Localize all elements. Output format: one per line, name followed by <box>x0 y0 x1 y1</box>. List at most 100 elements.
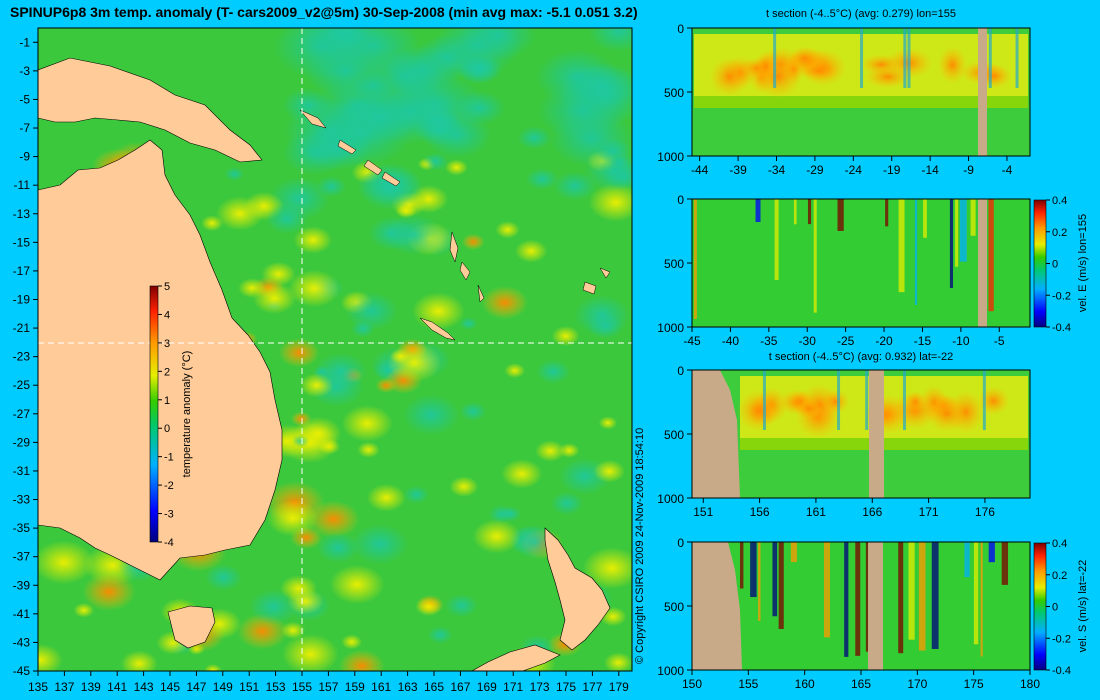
velocity-stripe <box>758 542 761 621</box>
t-section-lon155-panel: -44 -39 -34 -29 -24 -19 -14 -9 -4 0 500 1000 <box>657 22 1031 177</box>
velocity-stripe <box>970 199 976 236</box>
map-y-tick-label: -29 <box>13 435 31 449</box>
p-x-tick-label: -34 <box>768 163 786 177</box>
p-x-tick-label: -19 <box>883 163 901 177</box>
map-y-tick-label: -25 <box>13 378 31 392</box>
p-y-tick-label: 1000 <box>657 150 684 164</box>
anomaly-blob <box>582 547 632 590</box>
new-caledonia-land <box>419 317 456 341</box>
map-cb-tick-label: 3 <box>164 338 170 350</box>
anomaly-blob <box>525 168 559 190</box>
anomaly-blob <box>280 621 306 640</box>
p-x-tick-label: -40 <box>722 334 740 348</box>
map-y-tick-label: -13 <box>13 207 31 221</box>
velocity-stripe <box>898 199 905 293</box>
anomaly-blob <box>38 644 63 671</box>
map-cb-tick-label: 4 <box>164 309 170 321</box>
map-y-tick-label: -9 <box>19 150 30 164</box>
p-x-tick-label: 171 <box>919 505 939 519</box>
velocity-stripe <box>918 542 926 651</box>
p-y-tick-label: 500 <box>664 257 684 271</box>
map-x-tick-label: 167 <box>450 680 470 694</box>
copyright-text: © Copyright CSIRO 2009 24-Nov-2009 18:54… <box>634 428 646 664</box>
anomaly-blob <box>458 56 500 84</box>
p4-y-ticks: 0 500 1000 <box>657 536 692 678</box>
map-x-tick-label: 177 <box>582 680 602 694</box>
anomaly-blob <box>339 649 385 671</box>
p1-x-ticks: -44 -39 -34 -29 -24 -19 -14 -9 -4 <box>691 156 1013 177</box>
anomaly-blob <box>216 196 264 231</box>
velocity-stripe <box>908 542 915 640</box>
p-x-tick-label: -24 <box>845 163 863 177</box>
anomaly-blob <box>551 326 580 346</box>
map-x-tick-label: 179 <box>609 680 629 694</box>
anomaly-blob <box>265 203 309 235</box>
p-x-tick-label: 180 <box>1020 677 1040 691</box>
map-y-tick-label: -19 <box>13 292 31 306</box>
anomaly-blob <box>73 602 95 618</box>
p-y-tick-label: 500 <box>664 428 684 442</box>
p-x-tick-label: 166 <box>862 505 882 519</box>
anomaly-blob <box>481 285 529 320</box>
solomon-islands-land <box>299 109 401 187</box>
anomaly-blob <box>445 159 468 176</box>
velocity-stripe <box>885 199 889 227</box>
anomaly-blob <box>293 226 333 254</box>
map-x-tick-label: 143 <box>134 680 154 694</box>
map-x-tick-label: 161 <box>371 680 391 694</box>
anomaly-blob <box>341 405 393 442</box>
cb-tick-label: 0.4 <box>1052 195 1067 207</box>
p4-land-column <box>868 542 883 670</box>
p3-land-slope <box>692 370 740 498</box>
p-x-tick-label: 175 <box>964 677 984 691</box>
p-x-tick-label: 150 <box>682 677 702 691</box>
map-y-tick-label: -21 <box>13 321 31 335</box>
map-cb-tick-label: -1 <box>164 452 174 464</box>
new-zealand-north-land <box>544 527 611 651</box>
map-y-tick-label: -39 <box>13 578 31 592</box>
p-x-tick-label: -35 <box>760 334 778 348</box>
anomaly-blob <box>422 152 449 171</box>
anomaly-blob <box>459 401 487 422</box>
anomaly-blob <box>445 593 478 618</box>
velocity-stripe <box>1001 542 1009 585</box>
velocity-stripe <box>793 199 797 225</box>
cold-streak <box>860 28 864 88</box>
map-y-tick-label: -11 <box>14 178 31 192</box>
p-x-tick-label: 156 <box>750 505 770 519</box>
anomaly-blob <box>357 166 424 211</box>
anomaly-blob <box>553 171 597 201</box>
anomaly-blob <box>267 499 319 537</box>
p2-colorbar-label: vel. E (m/s) lon=155 <box>1077 214 1089 312</box>
map-y-tick-label: -35 <box>13 521 31 535</box>
anomaly-blob <box>535 440 566 462</box>
anomaly-blob <box>500 506 522 522</box>
anomaly-blob <box>204 564 243 591</box>
anomaly-blob <box>120 650 158 671</box>
chart-title: SPINUP6p8 3m temp. anomaly (T- cars2009_… <box>10 4 638 20</box>
map-y-tick-label: -45 <box>13 664 31 678</box>
anomaly-blob <box>316 532 360 563</box>
anomaly-blob <box>427 625 453 644</box>
map-x-tick-label: 147 <box>186 680 206 694</box>
anomaly-blob <box>384 214 443 256</box>
p-x-tick-label: -9 <box>963 163 974 177</box>
velocity-stripe <box>964 542 970 578</box>
cold-streak <box>773 28 777 88</box>
velocity-stripe <box>949 199 954 288</box>
anomaly-blob <box>288 269 341 307</box>
anomaly-blob <box>495 221 520 239</box>
map-x-ticks: 135 137 139 141 143 145 147 149 151 153 155 157 159 1… <box>28 671 629 694</box>
p3-x-ticks: 151 156 161 166 171 176 <box>693 498 995 519</box>
map-cb-tick-label: 5 <box>164 281 170 293</box>
velocity-stripe <box>772 542 778 617</box>
anomaly-blob <box>515 239 548 263</box>
anomaly-blob <box>593 459 626 483</box>
warm-core <box>905 391 926 414</box>
p2-land-column <box>978 199 987 327</box>
p-y-tick-label: 0 <box>677 536 684 550</box>
tasmania-land <box>167 605 216 649</box>
velocity-stripe <box>959 199 967 262</box>
map-colorbar-label: temperature anomaly (°C) <box>181 351 193 478</box>
t-section-lat-22-panel: 151 156 161 166 171 176 0 500 1000 <box>657 364 1031 519</box>
